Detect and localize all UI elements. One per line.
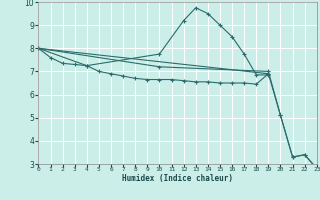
X-axis label: Humidex (Indice chaleur): Humidex (Indice chaleur) xyxy=(122,174,233,183)
